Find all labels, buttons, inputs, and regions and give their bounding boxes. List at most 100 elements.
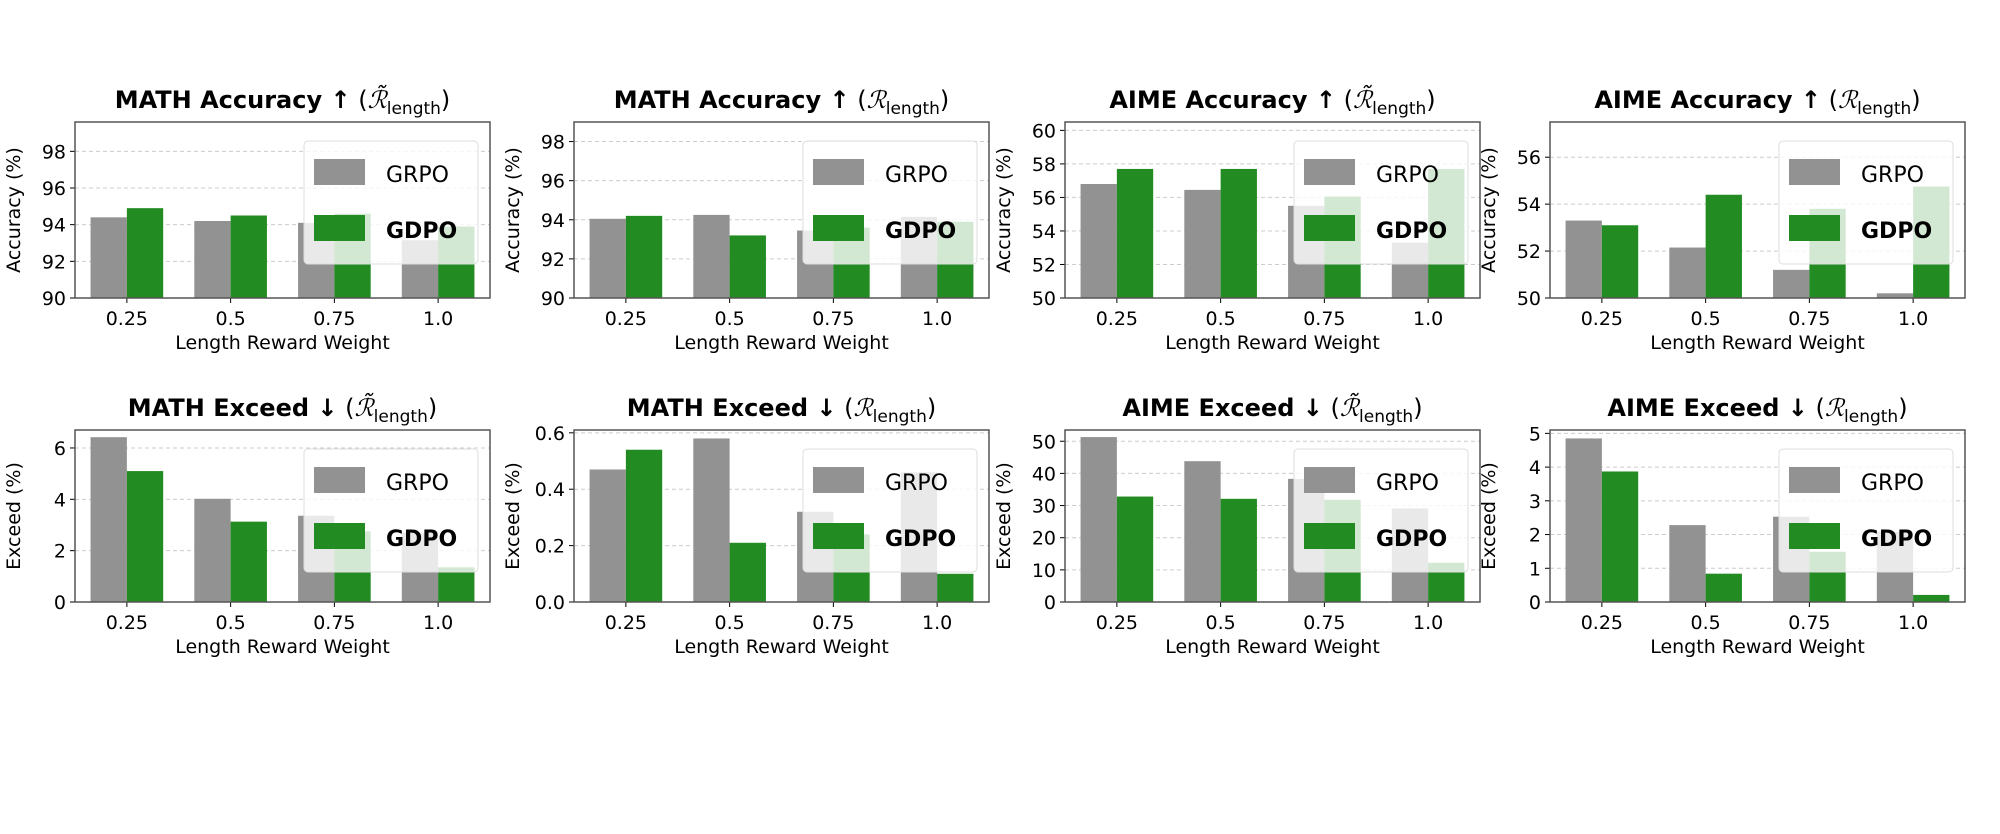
legend-swatch-gdpo — [813, 523, 864, 549]
bar-gdpo — [438, 567, 475, 602]
x-tick-label: 0.75 — [812, 612, 854, 634]
bar-gdpo — [1116, 496, 1154, 602]
paren: ( — [1336, 86, 1353, 114]
bar-grpo — [90, 437, 127, 602]
y-tick-label: 4 — [1529, 457, 1541, 479]
reward-symbol: ℛ — [867, 86, 888, 114]
y-axis-label: Accuracy (%) — [993, 147, 1015, 273]
bar-gdpo — [729, 235, 766, 298]
x-tick-label: 0.25 — [1581, 612, 1623, 634]
paren: ) — [428, 394, 437, 422]
legend-swatch-grpo — [1304, 467, 1355, 493]
reward-symbol: ℛ̃ — [355, 393, 376, 422]
y-tick-label: 50 — [1032, 288, 1056, 310]
y-axis-label: Exceed (%) — [502, 462, 524, 570]
reward-symbol: ℛ̃ — [368, 85, 389, 114]
subplot-title: MATH Accuracy ↑ (ℛ̃length) — [115, 85, 451, 119]
y-axis-label: Accuracy (%) — [3, 147, 25, 273]
paren: ) — [1911, 86, 1920, 114]
x-axis-label: Length Reward Weight — [175, 332, 390, 354]
subplot-title: MATH Accuracy ↑ (ℛlength) — [614, 86, 950, 119]
y-tick-label: 60 — [1032, 120, 1056, 142]
legend-label: GDPO — [1376, 527, 1447, 552]
legend-swatch-grpo — [813, 467, 864, 493]
legend-swatch-grpo — [314, 467, 365, 493]
reward-subscript: length — [1844, 407, 1898, 427]
y-tick-label: 94 — [42, 215, 66, 237]
x-tick-label: 0.25 — [605, 308, 647, 330]
y-tick-label: 2 — [1529, 525, 1541, 547]
x-axis-label: Length Reward Weight — [1165, 332, 1380, 354]
bar-gdpo — [1913, 594, 1950, 602]
legend-swatch-gdpo — [1304, 215, 1355, 241]
subplot: 0 10 20 30 40 50 0.25 0.5 0.75 1.0 GRPO GDPO AIME Ex… — [993, 393, 1481, 658]
axes-frame — [573, 429, 990, 603]
reward-symbol: ℛ — [1825, 394, 1846, 422]
y-tick-label: 4 — [54, 489, 66, 511]
legend-swatch-gdpo — [314, 523, 365, 549]
bar-gdpo — [1220, 498, 1257, 602]
bar-grpo — [1669, 525, 1706, 602]
legend-label: GRPO — [386, 163, 449, 188]
legend-label: GDPO — [885, 219, 956, 244]
reward-symbol: ℛ — [854, 394, 875, 422]
bar-gdpo — [1601, 471, 1639, 602]
bar-grpo — [194, 498, 231, 602]
x-tick-label: 0.5 — [715, 612, 745, 634]
legend-label: GDPO — [386, 527, 457, 552]
subplot: 0 1 2 3 4 5 0.25 0.5 0.75 1.0 GRPO GDPO AIME Exceed … — [1478, 394, 1966, 658]
bar-grpo — [1080, 437, 1117, 602]
paren: ) — [940, 86, 949, 114]
legend-label: GDPO — [386, 219, 457, 244]
bar-gdpo — [230, 521, 267, 602]
subplot-title: MATH Exceed ↓ (ℛlength) — [627, 394, 936, 427]
legend-label: GRPO — [1861, 471, 1924, 496]
x-tick-label: 0.5 — [216, 612, 246, 634]
x-tick-label: 0.25 — [106, 612, 148, 634]
reward-subscript: length — [387, 99, 441, 119]
x-axis-label: Length Reward Weight — [674, 636, 889, 658]
reward-subscript: length — [374, 407, 428, 427]
legend-label: GDPO — [885, 527, 956, 552]
x-tick-label: 0.25 — [605, 612, 647, 634]
bar-gdpo — [729, 542, 766, 602]
title-text: AIME Exceed ↓ — [1122, 394, 1322, 422]
subplot-title: AIME Accuracy ↑ (ℛ̃length) — [1109, 85, 1435, 119]
paren: ) — [1898, 394, 1907, 422]
y-axis-label: Exceed (%) — [993, 462, 1015, 570]
legend-label: GRPO — [1376, 471, 1439, 496]
legend-label: GRPO — [386, 471, 449, 496]
y-tick-label: 5 — [1529, 423, 1541, 445]
x-tick-label: 0.75 — [1788, 308, 1830, 330]
legend-swatch-grpo — [1304, 159, 1355, 185]
x-tick-label: 1.0 — [423, 308, 453, 330]
x-tick-label: 1.0 — [922, 612, 952, 634]
subplot: 50 52 54 56 0.25 0.5 0.75 1.0 GRPO GDPO AIME Accur… — [1478, 86, 1966, 354]
legend-swatch-grpo — [1789, 467, 1840, 493]
y-tick-label: 50 — [1517, 288, 1541, 310]
paren: ( — [837, 394, 854, 422]
bar-gdpo — [1220, 168, 1257, 298]
paren: ) — [1426, 86, 1435, 114]
y-tick-label: 94 — [541, 210, 565, 232]
title-text: AIME Accuracy ↑ — [1109, 86, 1336, 114]
title-text: AIME Exceed ↓ — [1607, 394, 1807, 422]
y-tick-label: 3 — [1529, 491, 1541, 513]
legend-label: GDPO — [1376, 219, 1447, 244]
subplot-title: AIME Exceed ↓ (ℛlength) — [1607, 394, 1907, 427]
legend-swatch-gdpo — [314, 215, 365, 241]
y-tick-label: 56 — [1032, 187, 1056, 209]
y-tick-label: 52 — [1517, 241, 1541, 263]
y-tick-label: 58 — [1032, 154, 1056, 176]
subplot-title: MATH Exceed ↓ (ℛ̃length) — [128, 393, 437, 427]
y-tick-label: 50 — [1032, 431, 1056, 453]
title-text: MATH Accuracy ↑ — [614, 86, 850, 114]
bar-gdpo — [625, 215, 663, 298]
y-tick-label: 6 — [54, 438, 66, 460]
bar-grpo — [1184, 189, 1221, 298]
bar-gdpo — [126, 208, 164, 298]
bar-grpo — [1773, 269, 1810, 298]
reward-subscript: length — [1857, 99, 1911, 119]
subplot-title: AIME Exceed ↓ (ℛ̃length) — [1122, 393, 1422, 427]
reward-subscript: length — [873, 407, 927, 427]
